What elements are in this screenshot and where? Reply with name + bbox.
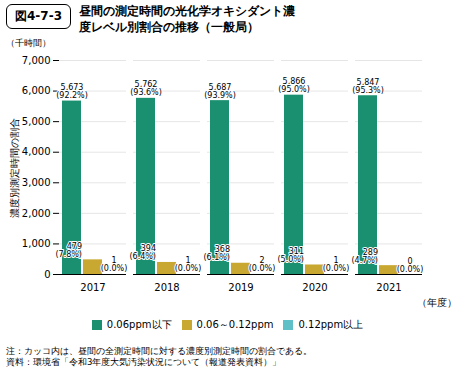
- html-text:図4-7-3: 図4-7-3: [15, 9, 62, 23]
- svg-text:289(4.7%): 289(4.7%): [351, 248, 378, 265]
- svg-text:1(0.0%): 1(0.0%): [323, 257, 350, 274]
- svg-text:2,000: 2,000: [22, 208, 51, 219]
- html-text:昼間の測定時間の光化学オキシダント濃 度レベル別割合の推移（: 昼間の測定時間の光化学オキシダント濃 度レベル別割合の推移（一般局）: [79, 4, 295, 34]
- svg-text:0: 0: [44, 269, 50, 280]
- svg-text:7,000: 7,000: [22, 55, 51, 66]
- html-text:0.06～0.12ppm: 0.06～0.12ppm: [196, 318, 274, 330]
- svg-text:2019: 2019: [228, 282, 253, 293]
- svg-text:2017: 2017: [80, 282, 105, 293]
- svg-text:479(7.8%): 479(7.8%): [55, 242, 82, 259]
- svg-text:1(0.0%): 1(0.0%): [175, 257, 202, 274]
- svg-text:5,866(95.0%): 5,866(95.0%): [278, 77, 310, 94]
- html-text:注：カッコ内は、昼間の全測定時間に対する濃度別測定時間の割合: 注：カッコ内は、昼間の全測定時間に対する濃度別測定時間の割合である。: [6, 346, 312, 357]
- svg-text:濃度別測定時間の割合: 濃度別測定時間の割合: [9, 118, 20, 218]
- svg-text:394(6.4%): 394(6.4%): [129, 245, 156, 262]
- svg-text:0(0.0%): 0(0.0%): [397, 257, 424, 274]
- html-text:0.06ppm以下: 0.06ppm以下: [106, 318, 172, 330]
- svg-text:2020: 2020: [302, 282, 327, 293]
- svg-text:2021: 2021: [376, 282, 401, 293]
- html-text:資料：環境省「令和3年度大気汚染状況について（報道発表資料）: 資料：環境省「令和3年度大気汚染状況について（報道発表資料）」: [6, 357, 282, 368]
- svg-text:5,673(92.2%): 5,673(92.2%): [56, 83, 88, 100]
- svg-text:2018: 2018: [154, 282, 179, 293]
- svg-text:1(0.0%): 1(0.0%): [101, 257, 128, 274]
- svg-text:1,000: 1,000: [22, 238, 51, 249]
- svg-text:311(5.0%): 311(5.0%): [277, 247, 304, 264]
- html-text:（千時間）: （千時間）: [6, 38, 51, 49]
- svg-text:5,000: 5,000: [22, 116, 51, 127]
- svg-text:3,000: 3,000: [22, 177, 51, 188]
- svg-text:5,687(93.9%): 5,687(93.9%): [204, 83, 236, 100]
- svg-text:2(0.0%): 2(0.0%): [249, 257, 276, 274]
- svg-text:368(6.1%): 368(6.1%): [203, 245, 230, 262]
- svg-text:6,000: 6,000: [22, 85, 51, 96]
- html-text:0.12ppm以上: 0.12ppm以上: [298, 318, 364, 330]
- svg-text:（年度）: （年度）: [417, 297, 457, 308]
- svg-text:5,762(93.6%): 5,762(93.6%): [130, 81, 162, 98]
- svg-text:5,847(95.3%): 5,847(95.3%): [352, 78, 384, 95]
- svg-text:4,000: 4,000: [22, 147, 51, 158]
